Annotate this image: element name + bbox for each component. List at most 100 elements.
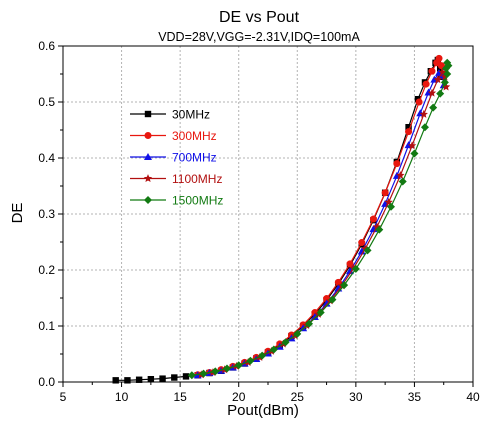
legend-label: 1500MHz bbox=[172, 194, 223, 208]
data-point bbox=[322, 299, 331, 307]
y-tick-label: 0.6 bbox=[38, 39, 55, 53]
series-line bbox=[197, 56, 444, 376]
grid-lines bbox=[63, 46, 473, 382]
data-point bbox=[346, 260, 354, 268]
y-tick-label: 0.5 bbox=[38, 95, 55, 109]
data-point bbox=[407, 141, 417, 150]
data-point bbox=[428, 67, 436, 75]
x-tick-label: 30 bbox=[349, 390, 363, 404]
series-line bbox=[191, 60, 450, 376]
legend-marker bbox=[144, 153, 152, 160]
series-line bbox=[197, 71, 445, 376]
data-point bbox=[442, 64, 451, 73]
data-point bbox=[346, 267, 354, 275]
data-point bbox=[422, 80, 430, 88]
legend-marker bbox=[144, 132, 152, 139]
data-point bbox=[310, 313, 319, 321]
data-point bbox=[124, 377, 131, 384]
y-tick-label: 0.1 bbox=[38, 319, 55, 333]
chart-subtitle: VDD=28V,VGG=-2.31V,IDQ=100mA bbox=[158, 30, 360, 44]
x-tick-label: 25 bbox=[291, 390, 305, 404]
legend-label: 1100MHz bbox=[172, 172, 222, 186]
data-point bbox=[443, 58, 452, 67]
x-tick-label: 40 bbox=[466, 390, 480, 404]
legend-label: 700MHz bbox=[172, 151, 217, 165]
x-tick-label: 35 bbox=[408, 390, 422, 404]
data-point bbox=[246, 356, 255, 365]
data-point bbox=[433, 75, 443, 84]
data-point bbox=[398, 177, 407, 186]
data-point bbox=[211, 367, 220, 376]
series-line bbox=[201, 71, 447, 376]
data-point bbox=[159, 375, 166, 382]
series-layer bbox=[112, 54, 453, 384]
series-0 bbox=[112, 56, 445, 384]
data-point bbox=[112, 377, 119, 384]
data-point bbox=[182, 373, 190, 380]
x-tick-label: 15 bbox=[173, 390, 187, 404]
data-point bbox=[443, 70, 452, 78]
data-point bbox=[135, 376, 143, 383]
legend-marker bbox=[144, 196, 152, 204]
data-point bbox=[436, 89, 445, 98]
series-line bbox=[115, 58, 442, 381]
data-point bbox=[281, 338, 290, 347]
legend-marker bbox=[143, 174, 153, 183]
data-point bbox=[420, 123, 429, 132]
data-point bbox=[427, 88, 437, 97]
data-point bbox=[369, 215, 377, 223]
axis-ticks: 5 10 15 20 25 30 35 40 0.0 0.1 0.2 0.3 0.4 0.5 0.6 bbox=[38, 39, 480, 404]
data-point bbox=[381, 189, 389, 197]
x-tick-label: 10 bbox=[115, 390, 129, 404]
data-point bbox=[187, 371, 196, 380]
series-2 bbox=[193, 68, 448, 379]
legend-marker bbox=[144, 110, 152, 118]
data-point bbox=[358, 239, 366, 247]
data-point bbox=[440, 72, 450, 81]
data-point bbox=[410, 149, 419, 158]
data-point bbox=[147, 376, 155, 383]
data-point bbox=[415, 98, 423, 106]
data-point bbox=[435, 54, 443, 62]
legend: 30MHz 300MHz 700MHz 1100MHz 1500MHz bbox=[130, 108, 223, 208]
data-point bbox=[340, 281, 349, 290]
data-point bbox=[396, 170, 405, 179]
data-point bbox=[223, 364, 231, 373]
legend-entry: 1100MHz bbox=[130, 172, 222, 186]
data-point bbox=[405, 124, 412, 131]
data-point bbox=[258, 351, 267, 360]
y-tick-label: 0.3 bbox=[38, 207, 55, 221]
data-point bbox=[363, 246, 372, 255]
data-point bbox=[334, 278, 342, 286]
data-point bbox=[405, 128, 413, 136]
y-axis-label: DE bbox=[9, 203, 26, 224]
data-point bbox=[441, 82, 451, 91]
data-point bbox=[199, 369, 208, 378]
series-4 bbox=[187, 58, 453, 380]
x-axis-label: Pout(dBm) bbox=[227, 402, 299, 419]
legend-label: 30MHz bbox=[172, 108, 210, 122]
data-point bbox=[269, 345, 278, 354]
chart-title: DE vs Pout bbox=[219, 9, 300, 26]
data-point bbox=[293, 329, 302, 338]
legend-entry: 30MHz bbox=[130, 108, 210, 122]
data-point bbox=[328, 295, 337, 304]
legend-entry: 1500MHz bbox=[130, 194, 223, 208]
y-tick-label: 0.0 bbox=[38, 375, 55, 389]
data-point bbox=[429, 103, 438, 112]
data-point bbox=[171, 374, 178, 381]
data-point bbox=[234, 361, 243, 370]
legend-entry: 300MHz bbox=[130, 129, 217, 143]
data-point bbox=[440, 78, 449, 87]
data-point bbox=[305, 319, 313, 328]
data-point bbox=[393, 160, 401, 168]
data-point bbox=[316, 308, 325, 317]
data-point bbox=[387, 202, 395, 211]
data-point bbox=[419, 109, 428, 118]
data-point bbox=[357, 247, 366, 255]
y-tick-label: 0.4 bbox=[38, 151, 55, 165]
x-tick-label: 5 bbox=[60, 390, 67, 404]
y-tick-label: 0.2 bbox=[38, 263, 55, 277]
legend-entry: 700MHz bbox=[130, 151, 217, 165]
